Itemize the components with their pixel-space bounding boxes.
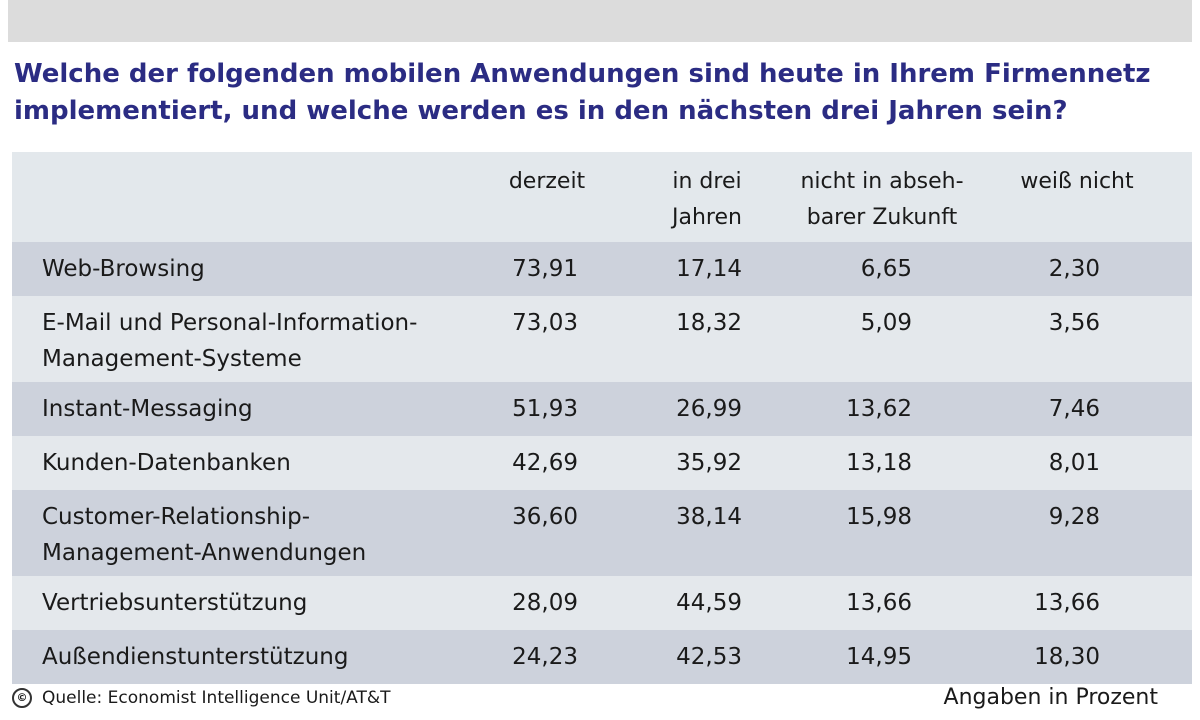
table-cell-value: 73,03 xyxy=(512,310,578,336)
table-cell-value: 7,46 xyxy=(1048,396,1100,422)
table-cell-value: 42,53 xyxy=(676,644,742,670)
table-row: Instant-Messaging 51,93 26,99 13,62 7,46 xyxy=(12,382,1192,436)
table-cell-value: 18,32 xyxy=(676,310,742,336)
table-body: Web-Browsing 73,91 17,14 6,65 2,30 E-Mail und… xyxy=(12,242,1192,684)
table-cell-value: 3,56 xyxy=(1048,310,1100,336)
column-header-in-drei-jahren: in drei Jahren xyxy=(672,169,742,230)
column-header-weiss-nicht: weiß nicht xyxy=(1020,169,1134,194)
copyright-icon: © xyxy=(12,688,32,708)
table-cell-value: 13,18 xyxy=(846,450,912,476)
table-cell-value: 24,23 xyxy=(512,644,578,670)
table-cell-value: 17,14 xyxy=(676,256,742,282)
table-cell-value: 9,28 xyxy=(1048,504,1100,530)
table-row: Web-Browsing 73,91 17,14 6,65 2,30 xyxy=(12,242,1192,296)
table-cell-value: 26,99 xyxy=(676,396,742,422)
table-header-row: derzeit in drei Jahren nicht in abseh- b… xyxy=(12,152,1192,242)
source-text: Quelle: Economist Intelligence Unit/AT&T xyxy=(42,688,391,708)
row-label: Außendienstunterstützung xyxy=(42,644,349,670)
table-cell-value: 51,93 xyxy=(512,396,578,422)
table-cell-value: 36,60 xyxy=(512,504,578,530)
table-row: Kunden-Datenbanken 42,69 35,92 13,18 8,01 xyxy=(12,436,1192,490)
table-row: Vertriebsunterstützung 28,09 44,59 13,66 13,… xyxy=(12,576,1192,630)
row-label: E-Mail und Personal-Information- xyxy=(42,310,418,336)
source-note: © Quelle: Economist Intelligence Unit/AT&… xyxy=(12,686,391,710)
row-label: Customer-Relationship- xyxy=(42,504,311,530)
row-label: Management-Anwendungen xyxy=(42,540,367,566)
table-cell-value: 13,66 xyxy=(1034,590,1100,616)
table-cell-value: 6,65 xyxy=(860,256,912,282)
unit-note: Angaben in Prozent xyxy=(943,685,1158,710)
data-table: derzeit in drei Jahren nicht in abseh- b… xyxy=(12,152,1192,684)
table-cell-value: 73,91 xyxy=(512,256,578,282)
table-cell-value: 18,30 xyxy=(1034,644,1100,670)
table-cell-value: 42,69 xyxy=(512,450,578,476)
chart-title: Welche der folgenden mobilen Anwendungen… xyxy=(14,56,1190,130)
title-line: implementiert, und welche werden es in d… xyxy=(14,96,1068,126)
row-label: Vertriebsunterstützung xyxy=(42,590,308,616)
column-header-nicht-in-absehbarer-zukunft: nicht in abseh- barer Zukunft xyxy=(800,169,964,230)
table-cell-value: 2,30 xyxy=(1048,256,1100,282)
row-label: Instant-Messaging xyxy=(42,396,253,422)
table-cell-value: 44,59 xyxy=(676,590,742,616)
top-banner xyxy=(8,0,1192,42)
table-cell-value: 14,95 xyxy=(846,644,912,670)
table-cell-value: 13,66 xyxy=(846,590,912,616)
table-cell-value: 38,14 xyxy=(676,504,742,530)
table-cell-value: 8,01 xyxy=(1048,450,1100,476)
table-row: Customer-Relationship- Management-Anwendu… xyxy=(12,490,1192,576)
table-cell-value: 5,09 xyxy=(860,310,912,336)
table-row: E-Mail und Personal-Information- Manageme… xyxy=(12,296,1192,382)
row-label: Web-Browsing xyxy=(42,256,205,282)
column-header-derzeit: derzeit xyxy=(508,169,586,194)
table-cell-value: 15,98 xyxy=(846,504,912,530)
table-cell-value: 28,09 xyxy=(512,590,578,616)
table-cell-value: 35,92 xyxy=(676,450,742,476)
table-cell-value: 13,62 xyxy=(846,396,912,422)
row-label: Kunden-Datenbanken xyxy=(42,450,291,476)
title-line: Welche der folgenden mobilen Anwendungen… xyxy=(14,59,1151,89)
table-row: Außendienstunterstützung 24,23 42,53 14,95 1… xyxy=(12,630,1192,684)
row-label: Management-Systeme xyxy=(42,346,302,372)
